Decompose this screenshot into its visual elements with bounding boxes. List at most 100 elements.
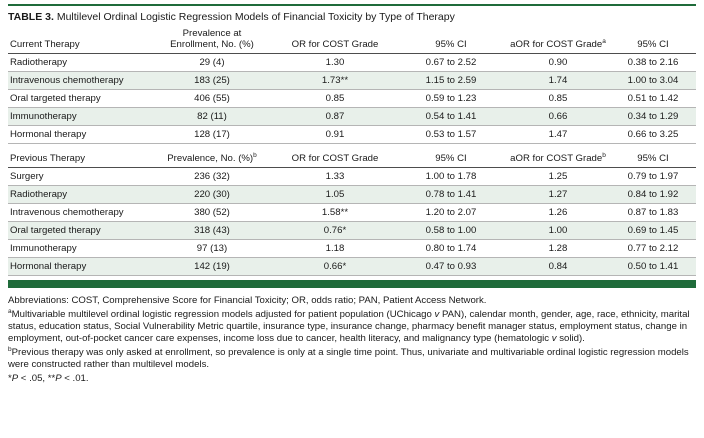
footnote-a-text-2: PAN), calendar month, gender, age, race,… — [8, 309, 690, 344]
footnote-a-text-1: Multivariable multilevel ordinal logisti… — [11, 309, 435, 320]
ci-adjusted-cell: 0.69 to 1.45 — [610, 221, 696, 240]
therapy-cell: Radiotherapy — [8, 53, 150, 72]
ci-adjusted-cell: 0.87 to 1.83 — [610, 203, 696, 222]
or-cell: 0.76* — [274, 221, 396, 240]
table-container: TABLE 3. Multilevel Ordinal Logistic Reg… — [8, 0, 696, 387]
prevalence-cell: 97 (13) — [150, 239, 274, 258]
ci-adjusted-cell: 0.50 to 1.41 — [610, 257, 696, 276]
ci-adjusted-cell: 0.38 to 2.16 — [610, 53, 696, 72]
aor-cell: 0.85 — [506, 89, 610, 108]
therapy-cell: Surgery — [8, 167, 150, 186]
table-row: Immunotherapy 97 (13) 1.18 0.80 to 1.74 1.28… — [8, 239, 696, 258]
footnote-b-text: Previous therapy was only asked at enrol… — [8, 347, 689, 370]
ci-adjusted-cell: 0.34 to 1.29 — [610, 107, 696, 126]
header-prevalence: Prevalence, No. (%)b — [150, 151, 274, 168]
table-row: Intravenous chemotherapy 380 (52) 1.58** 1.… — [8, 203, 696, 222]
table-footnotes: Abbreviations: COST, Comprehensive Score… — [8, 295, 696, 385]
ci-cell: 1.00 to 1.78 — [396, 167, 506, 186]
footnote-b-marker: b — [8, 345, 12, 353]
therapy-cell: Immunotherapy — [8, 239, 150, 258]
abbreviations-note: Abbreviations: COST, Comprehensive Score… — [8, 295, 487, 306]
header-ci: 95% CI — [396, 28, 506, 54]
sig-star: * — [8, 373, 12, 384]
therapy-cell: Intravenous chemotherapy — [8, 203, 150, 222]
or-cell: 0.66* — [274, 257, 396, 276]
aor-cell: 1.47 — [506, 125, 610, 144]
table-row: Oral targeted therapy 406 (55) 0.85 0.59 to… — [8, 89, 696, 108]
ci-cell: 0.59 to 1.23 — [396, 89, 506, 108]
ci-cell: 0.53 to 1.57 — [396, 125, 506, 144]
table-row: Radiotherapy 29 (4) 1.30 0.67 to 2.52 0.90 0.… — [8, 53, 696, 72]
therapy-cell: Oral targeted therapy — [8, 221, 150, 240]
table-row: Hormonal therapy 128 (17) 0.91 0.53 to 1.57… — [8, 125, 696, 144]
footnote-a-marker: a — [8, 307, 12, 315]
prevalence-cell: 406 (55) — [150, 89, 274, 108]
table-title: TABLE 3. Multilevel Ordinal Logistic Reg… — [8, 4, 696, 28]
table-row: Immunotherapy 82 (11) 0.87 0.54 to 1.41 0.66… — [8, 107, 696, 126]
or-cell: 1.73** — [274, 71, 396, 90]
ci-cell: 0.78 to 1.41 — [396, 185, 506, 204]
therapy-cell: Radiotherapy — [8, 185, 150, 204]
prevalence-cell: 236 (32) — [150, 167, 274, 186]
ci-cell: 0.80 to 1.74 — [396, 239, 506, 258]
current-header-row: Current Therapy Prevalence at Enrollment… — [8, 28, 696, 54]
table-bottom-band — [8, 280, 696, 288]
sig-p2: P — [55, 373, 62, 384]
therapy-cell: Intravenous chemotherapy — [8, 71, 150, 90]
aor-cell: 1.27 — [506, 185, 610, 204]
table-row: Oral targeted therapy 318 (43) 0.76* 0.58 t… — [8, 221, 696, 240]
header-prevalence-text: Prevalence, No. (%) — [167, 153, 254, 164]
aor-cell: 0.90 — [506, 53, 610, 72]
prevalence-cell: 183 (25) — [150, 71, 274, 90]
therapy-cell: Immunotherapy — [8, 107, 150, 126]
previous-header-row: Previous Therapy Prevalence, No. (%)b OR… — [8, 151, 696, 168]
ci-adjusted-cell: 1.00 to 3.04 — [610, 71, 696, 90]
prevalence-cell: 82 (11) — [150, 107, 274, 126]
ci-adjusted-cell: 0.77 to 2.12 — [610, 239, 696, 258]
or-cell: 0.91 — [274, 125, 396, 144]
sig-text1: < .05, ** — [18, 373, 56, 384]
ci-cell: 1.15 to 2.59 — [396, 71, 506, 90]
header-prevalence-line1: Prevalence at — [182, 28, 242, 39]
or-cell: 1.18 — [274, 239, 396, 258]
ci-cell: 0.54 to 1.41 — [396, 107, 506, 126]
current-therapy-table: Current Therapy Prevalence at Enrollment… — [8, 28, 696, 144]
header-ci-adjusted: 95% CI — [610, 28, 696, 54]
table-number: TABLE 3. — [8, 11, 54, 23]
therapy-cell: Oral targeted therapy — [8, 89, 150, 108]
ci-adjusted-cell: 0.51 to 1.42 — [610, 89, 696, 108]
prevalence-cell: 318 (43) — [150, 221, 274, 240]
header-aor: aOR for COST Gradea — [506, 28, 610, 54]
previous-therapy-table: Previous Therapy Prevalence, No. (%)b OR… — [8, 151, 696, 276]
or-cell: 1.30 — [274, 53, 396, 72]
aor-cell: 1.74 — [506, 71, 610, 90]
footnote-marker-a: a — [602, 37, 606, 45]
header-aor: aOR for COST Gradeb — [506, 151, 610, 168]
sig-p1: P — [11, 373, 19, 384]
therapy-cell: Hormonal therapy — [8, 257, 150, 276]
ci-cell: 0.67 to 2.52 — [396, 53, 506, 72]
ci-cell: 0.47 to 0.93 — [396, 257, 506, 276]
or-cell: 1.58** — [274, 203, 396, 222]
footnote-a: aMultivariable multilevel ordinal logist… — [8, 307, 696, 345]
aor-cell: 1.28 — [506, 239, 610, 258]
aor-cell: 1.26 — [506, 203, 610, 222]
footnote-marker-b: b — [602, 151, 606, 159]
footnote-a-text-3: solid). — [556, 333, 585, 344]
ci-cell: 1.20 to 2.07 — [396, 203, 506, 222]
sig-text2: < .01. — [61, 373, 89, 384]
or-cell: 1.05 — [274, 185, 396, 204]
header-or: OR for COST Grade — [274, 28, 396, 54]
header-aor-text: aOR for COST Grade — [510, 39, 603, 50]
aor-cell: 1.25 — [506, 167, 610, 186]
footnote-a-versus-2: v — [551, 333, 557, 344]
header-current-therapy: Current Therapy — [8, 28, 150, 54]
table-row: Hormonal therapy 142 (19) 0.66* 0.47 to 0.9… — [8, 257, 696, 276]
ci-cell: 0.58 to 1.00 — [396, 221, 506, 240]
footnote-a-versus: v — [434, 309, 440, 320]
header-ci-adjusted: 95% CI — [610, 153, 696, 168]
prevalence-cell: 128 (17) — [150, 125, 274, 144]
footnote-marker-b: b — [253, 151, 257, 159]
prevalence-cell: 29 (4) — [150, 53, 274, 72]
or-cell: 0.85 — [274, 89, 396, 108]
